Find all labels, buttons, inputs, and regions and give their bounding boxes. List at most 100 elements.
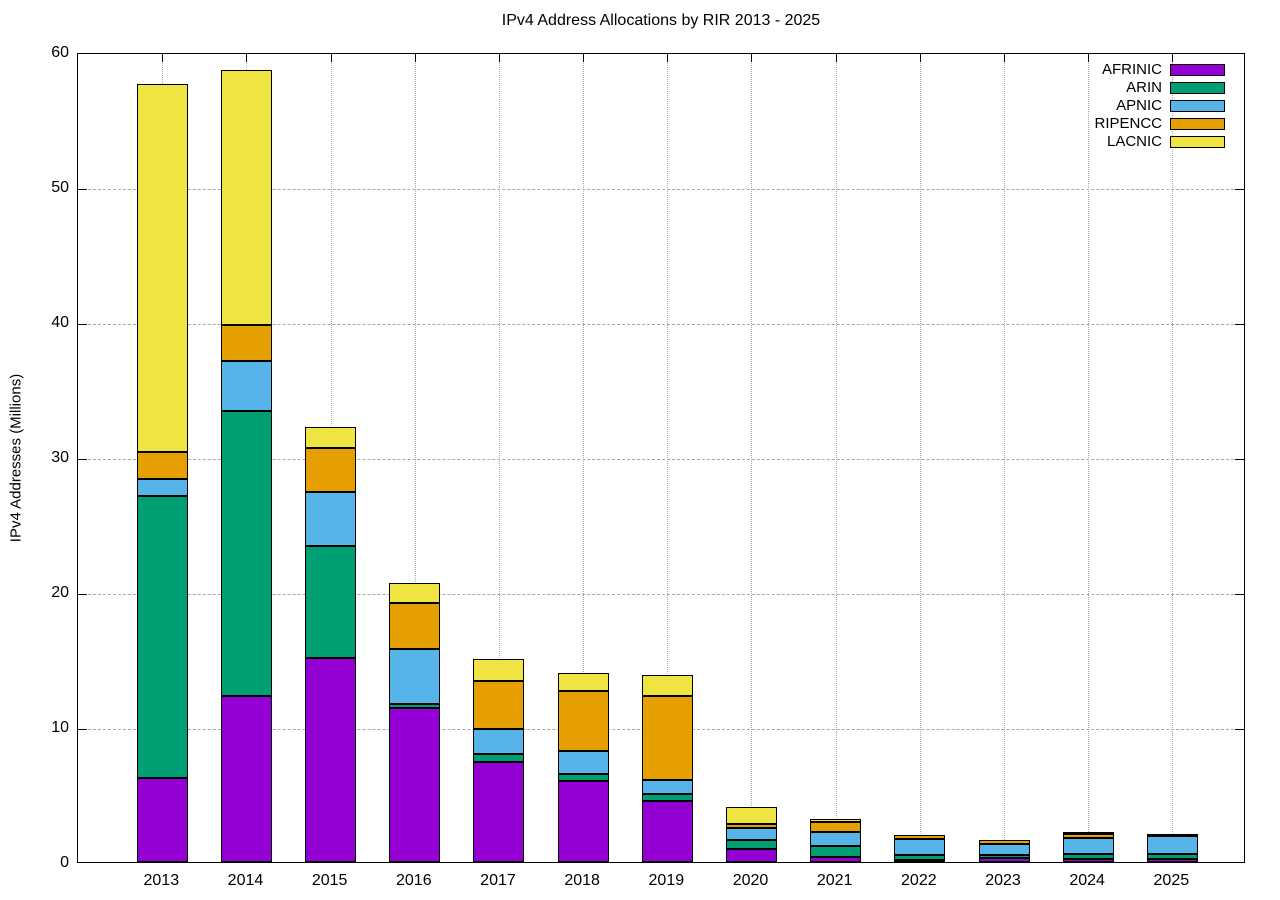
bar-2016-lacnic <box>389 582 441 603</box>
x-tick-top-2022 <box>919 54 921 62</box>
legend-swatch-arin <box>1170 82 1225 94</box>
bar-2023-apnic <box>978 843 1030 855</box>
bar-2021-ripencc <box>810 821 862 832</box>
bar-2016-ripencc <box>389 602 441 649</box>
y-tick-left-20 <box>78 594 87 595</box>
x-tick-label-2013: 2013 <box>143 872 180 889</box>
bar-2024-arin <box>1062 853 1114 859</box>
bar-2021-arin <box>810 846 862 858</box>
bar-2024-apnic <box>1062 837 1114 854</box>
bar-2025-ripencc <box>1146 833 1198 837</box>
bar-2016-apnic <box>389 648 441 705</box>
bar-2017-apnic <box>473 729 525 754</box>
y-tick-label-40: 40 <box>51 314 69 331</box>
x-tick-top-2021 <box>835 54 837 62</box>
y-tick-right-20 <box>1235 594 1244 595</box>
bar-2018-afrinic <box>557 781 609 862</box>
bar-2014-lacnic <box>220 69 272 325</box>
bar-2020-arin <box>725 840 777 850</box>
bar-2021-apnic <box>810 831 862 847</box>
bar-2022-arin <box>894 855 946 860</box>
bar-2021-lacnic <box>810 819 862 822</box>
x-tick-top-2023 <box>1004 54 1005 62</box>
legend-label-ripencc: RIPENCC <box>1094 115 1162 132</box>
v-gridline-2018 <box>583 54 585 862</box>
bar-2013-afrinic <box>136 778 188 862</box>
v-gridline-2025 <box>1172 54 1174 862</box>
y-tick-right-40 <box>1235 324 1244 325</box>
x-tick-top-2025 <box>1172 54 1174 62</box>
x-tick-top-2019 <box>667 54 669 62</box>
bar-2025-afrinic <box>1146 859 1198 862</box>
v-gridline-2017 <box>498 54 500 862</box>
bar-2019-lacnic <box>641 675 693 696</box>
bar-2015-lacnic <box>305 427 357 448</box>
v-gridline-2023 <box>1004 54 1005 862</box>
bar-2020-ripencc <box>725 824 777 828</box>
bar-2019-apnic <box>641 779 693 794</box>
legend-row-arin: ARIN <box>1126 79 1225 97</box>
legend-label-lacnic: LACNIC <box>1106 133 1162 150</box>
x-tick-label-2023: 2023 <box>985 872 1021 889</box>
y-tick-label-0: 0 <box>60 854 69 871</box>
legend-label-afrinic: AFRINIC <box>1102 61 1162 78</box>
bar-2017-arin <box>473 754 525 763</box>
bar-2013-arin <box>136 496 188 779</box>
bar-2020-afrinic <box>725 849 777 862</box>
bar-2013-lacnic <box>136 84 188 452</box>
bar-2013-ripencc <box>136 451 188 479</box>
bar-2024-lacnic <box>1062 832 1114 835</box>
v-gridline-2021 <box>835 54 837 862</box>
bar-2020-apnic <box>725 827 777 841</box>
plot-area <box>77 53 1245 863</box>
bar-2016-arin <box>389 704 441 709</box>
x-tick-label-2018: 2018 <box>564 872 600 889</box>
bar-2018-lacnic <box>557 673 609 691</box>
bar-2024-afrinic <box>1062 858 1114 862</box>
bar-2021-afrinic <box>810 857 862 862</box>
bar-2022-afrinic <box>894 859 946 862</box>
bar-2017-lacnic <box>473 658 525 682</box>
bar-2023-ripencc <box>978 839 1030 844</box>
bar-2015-ripencc <box>305 447 357 493</box>
x-tick-top-2017 <box>498 54 500 62</box>
y-tick-label-30: 30 <box>51 449 69 466</box>
bar-2019-afrinic <box>641 800 693 862</box>
y-tick-label-10: 10 <box>51 719 69 736</box>
y-tick-label-50: 50 <box>51 179 69 196</box>
x-tick-top-2014 <box>246 54 248 62</box>
bar-2022-ripencc <box>894 835 946 840</box>
legend-label-arin: ARIN <box>1126 79 1162 96</box>
x-tick-label-2017: 2017 <box>480 872 516 889</box>
x-tick-label-2022: 2022 <box>901 872 937 889</box>
bar-2023-afrinic <box>978 857 1030 862</box>
bar-2019-arin <box>641 793 693 801</box>
h-gridline-30 <box>78 459 1244 460</box>
bar-2019-ripencc <box>641 695 693 780</box>
bar-2022-apnic <box>894 839 946 856</box>
legend-label-apnic: APNIC <box>1116 97 1162 114</box>
y-tick-right-30 <box>1235 459 1244 460</box>
x-tick-top-2020 <box>751 54 753 62</box>
x-tick-top-2016 <box>414 54 416 62</box>
bar-2014-apnic <box>220 361 272 412</box>
y-tick-right-50 <box>1235 189 1244 190</box>
v-gridline-2022 <box>919 54 921 862</box>
h-gridline-20 <box>78 594 1244 595</box>
bar-2024-ripencc <box>1062 834 1114 838</box>
bar-2018-ripencc <box>557 690 609 752</box>
bar-2025-apnic <box>1146 836 1198 854</box>
x-tick-label-2014: 2014 <box>227 872 264 889</box>
chart-title: IPv4 Address Allocations by RIR 2013 - 2… <box>501 12 821 29</box>
y-tick-right-10 <box>1235 729 1244 730</box>
bar-2017-ripencc <box>473 681 525 730</box>
x-tick-label-2020: 2020 <box>732 872 769 889</box>
bar-2014-ripencc <box>220 324 272 362</box>
legend-row-ripencc: RIPENCC <box>1094 115 1225 133</box>
x-tick-top-2024 <box>1088 54 1090 62</box>
x-tick-top-2015 <box>330 54 332 62</box>
x-tick-label-2019: 2019 <box>648 872 685 889</box>
v-gridline-2019 <box>667 54 669 862</box>
bar-2014-afrinic <box>220 695 272 862</box>
